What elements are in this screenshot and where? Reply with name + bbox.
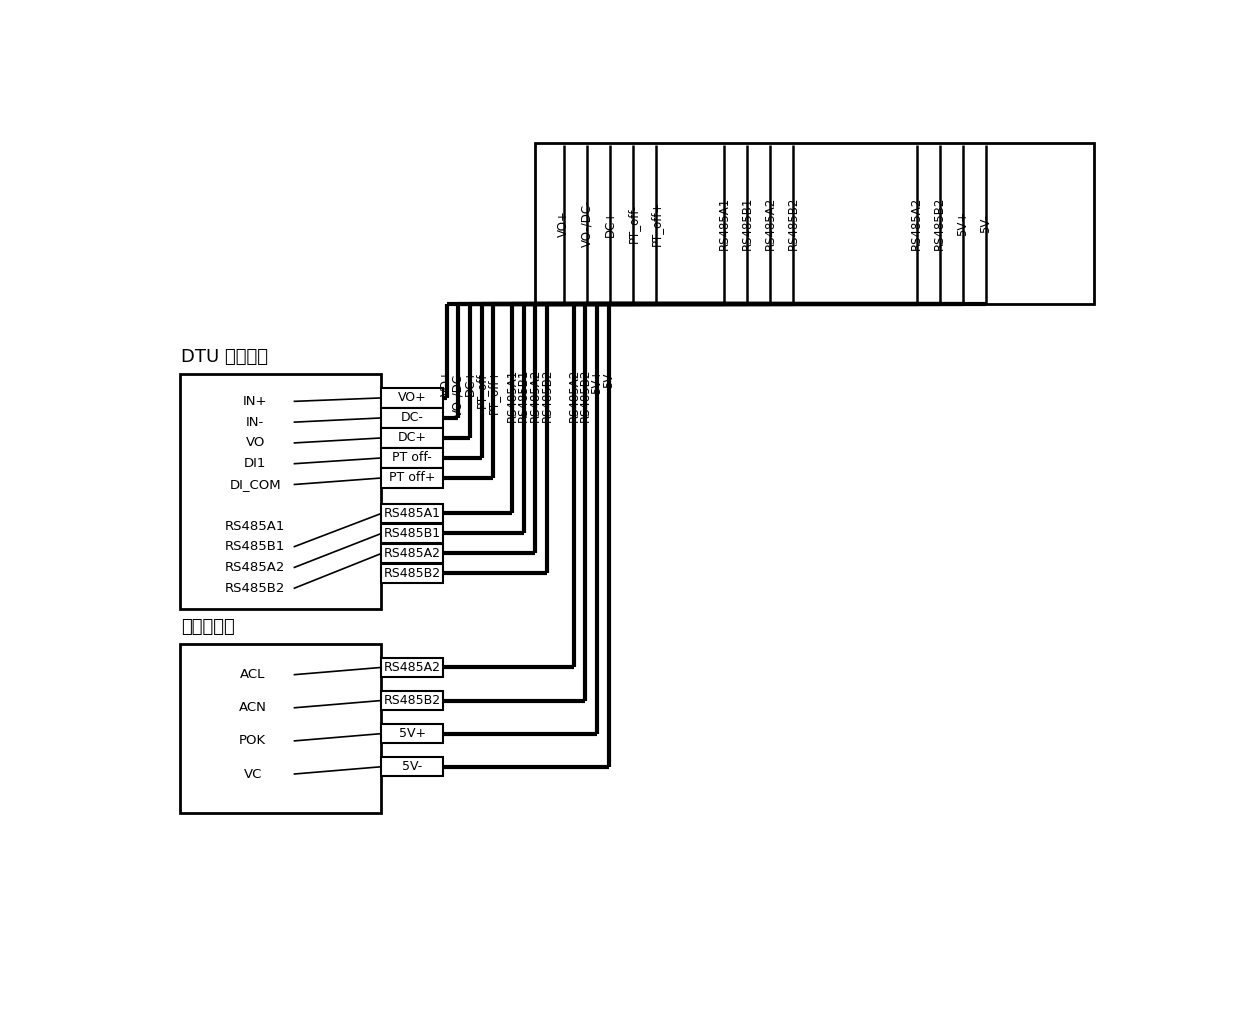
Text: RS485A2: RS485A2 [224,561,285,574]
Text: VO: VO [246,436,265,450]
Bar [180,644,382,814]
Text: VO-/DC-: VO-/DC- [580,199,594,247]
Text: POK: POK [239,735,267,747]
Text: RS485A2: RS485A2 [910,197,923,250]
Text: VO+: VO+ [558,211,570,237]
Bar [180,374,382,609]
Bar [382,504,443,523]
Text: RS485B1: RS485B1 [383,527,440,540]
Text: DC+: DC+ [398,431,427,445]
Text: RS485A2: RS485A2 [529,369,542,422]
Text: RS485B1: RS485B1 [740,197,754,250]
Text: PT off-: PT off- [392,452,432,464]
Text: RS485B1: RS485B1 [517,369,531,422]
Bar [382,449,443,468]
Bar [382,409,443,427]
Bar [382,544,443,563]
Text: IN+: IN+ [243,394,268,408]
Text: 5V+: 5V+ [398,727,425,740]
Text: DC+: DC+ [604,210,616,237]
Text: RS485A1: RS485A1 [506,369,518,422]
Bar [382,691,443,710]
Text: DI1: DI1 [244,457,267,470]
Text: RS485B2: RS485B2 [541,369,553,422]
Text: DC-: DC- [401,412,424,424]
Text: RS485B2: RS485B2 [383,694,440,707]
Text: RS485A2: RS485A2 [383,547,440,560]
Text: RS485A1: RS485A1 [383,507,440,520]
Text: VO-/DC-: VO-/DC- [451,369,465,417]
Bar [382,757,443,777]
Text: RS485A2: RS485A2 [568,369,580,422]
Text: PT_off+: PT_off+ [650,200,663,246]
Text: RS485A1: RS485A1 [224,519,285,532]
Text: RS485B1: RS485B1 [224,541,285,553]
Text: 5V+: 5V+ [590,369,604,394]
Text: RS485A2: RS485A2 [383,661,440,673]
Text: 集中显示器: 集中显示器 [181,618,234,636]
Bar [382,468,443,487]
Bar [536,143,1094,304]
Text: PT_off+: PT_off+ [486,369,500,414]
Bar [382,724,443,743]
Bar [382,524,443,543]
Text: DTU 核心单元: DTU 核心单元 [181,349,268,367]
Bar [382,564,443,584]
Text: IN-: IN- [246,416,264,428]
Text: RS485B2: RS485B2 [224,582,285,595]
Bar [382,428,443,448]
Text: PT_off-: PT_off- [626,203,640,243]
Text: ACL: ACL [241,668,265,682]
Text: RS485B2: RS485B2 [383,567,440,579]
Bar [382,388,443,408]
Text: VO+: VO+ [398,391,427,405]
Text: PT off+: PT off+ [389,471,435,484]
Text: 5V+: 5V+ [956,211,970,236]
Bar [382,658,443,677]
Text: RS485B2: RS485B2 [787,197,800,250]
Text: RS485B2: RS485B2 [934,197,946,250]
Text: DI_COM: DI_COM [229,478,281,491]
Text: RS485B2: RS485B2 [579,369,591,422]
Text: DC+: DC+ [464,369,476,397]
Text: PT_off-: PT_off- [475,369,489,409]
Text: RS485A1: RS485A1 [718,197,730,250]
Text: VC: VC [243,768,262,781]
Text: VO+: VO+ [440,369,454,396]
Text: 5V-: 5V- [980,214,992,233]
Text: 5V-: 5V- [402,760,423,774]
Text: 5V-: 5V- [603,369,615,388]
Text: RS485A2: RS485A2 [764,197,776,250]
Text: ACN: ACN [239,701,267,714]
